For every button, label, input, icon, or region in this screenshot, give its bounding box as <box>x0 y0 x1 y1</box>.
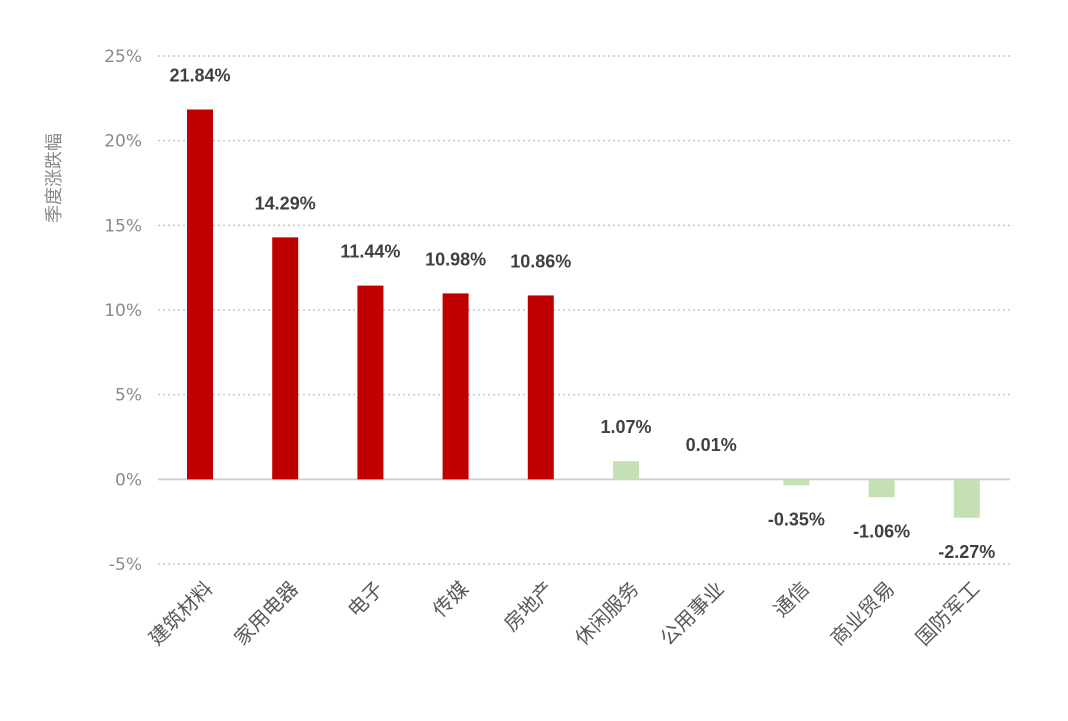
y-axis-ticks: -5% 0% 5% 10% 15% 20% 25% <box>104 47 142 575</box>
category-labels: 建筑材料 家用电器 电子 传媒 房地产 休闲服务 公用事业 通信 商业贸易 国防军工 <box>144 577 984 651</box>
data-label: 21.84% <box>169 66 230 86</box>
x-category-label: 建筑材料 <box>144 577 218 651</box>
bar <box>357 285 384 480</box>
x-category-label: 通信 <box>769 577 814 622</box>
data-label: -2.27% <box>938 542 995 562</box>
bar <box>187 109 213 480</box>
data-label: -0.35% <box>768 509 825 529</box>
data-label: 10.86% <box>510 251 571 271</box>
bar <box>868 479 895 498</box>
y-tick-label: -5% <box>109 555 142 575</box>
bar <box>953 479 980 518</box>
bar <box>783 479 810 486</box>
data-labels: 21.84% 14.29% 11.44% 10.98% 10.86% 1.07% 0.01%… <box>169 66 995 562</box>
data-label: 0.01% <box>686 435 737 455</box>
y-tick-label: 20% <box>104 132 142 152</box>
bar <box>442 293 469 480</box>
data-label: 1.07% <box>600 417 651 437</box>
y-tick-label: 5% <box>115 386 142 406</box>
bar <box>272 237 299 480</box>
x-category-label: 商业贸易 <box>826 577 900 651</box>
x-category-label: 家用电器 <box>229 577 303 651</box>
y-tick-label: 10% <box>104 301 142 321</box>
data-label: 11.44% <box>340 242 400 262</box>
y-tick-label: 15% <box>104 216 142 236</box>
x-category-label: 公用事业 <box>655 577 729 651</box>
y-tick-label: 25% <box>104 47 142 67</box>
bars <box>187 109 980 518</box>
bar <box>527 295 554 480</box>
data-label: -1.06% <box>853 521 910 541</box>
data-label: 14.29% <box>255 193 316 213</box>
gridlines <box>158 55 1010 565</box>
x-category-label: 房地产 <box>499 577 558 636</box>
x-category-label: 传媒 <box>428 577 473 622</box>
x-category-label: 休闲服务 <box>570 577 644 651</box>
bar <box>613 461 639 480</box>
y-axis-title: 季度涨跌幅 <box>44 133 65 223</box>
y-tick-label: 0% <box>115 470 142 490</box>
data-label: 10.98% <box>425 249 486 269</box>
x-category-label: 电子 <box>343 577 388 622</box>
x-category-label: 国防军工 <box>911 577 985 651</box>
